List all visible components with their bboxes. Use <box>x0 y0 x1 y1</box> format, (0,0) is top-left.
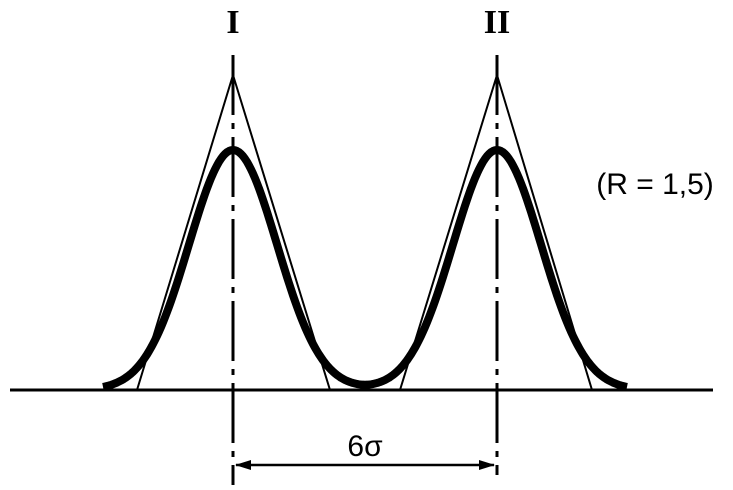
peak-label: I <box>226 4 239 41</box>
tangent-triangle-i <box>136 71 331 391</box>
resolution-label: (R = 1,5) <box>596 168 714 201</box>
tangent-triangle-ii <box>399 71 593 391</box>
resolved-curve <box>101 146 629 391</box>
peak-label: II <box>484 4 510 41</box>
distance-label: 6σ <box>347 430 383 463</box>
